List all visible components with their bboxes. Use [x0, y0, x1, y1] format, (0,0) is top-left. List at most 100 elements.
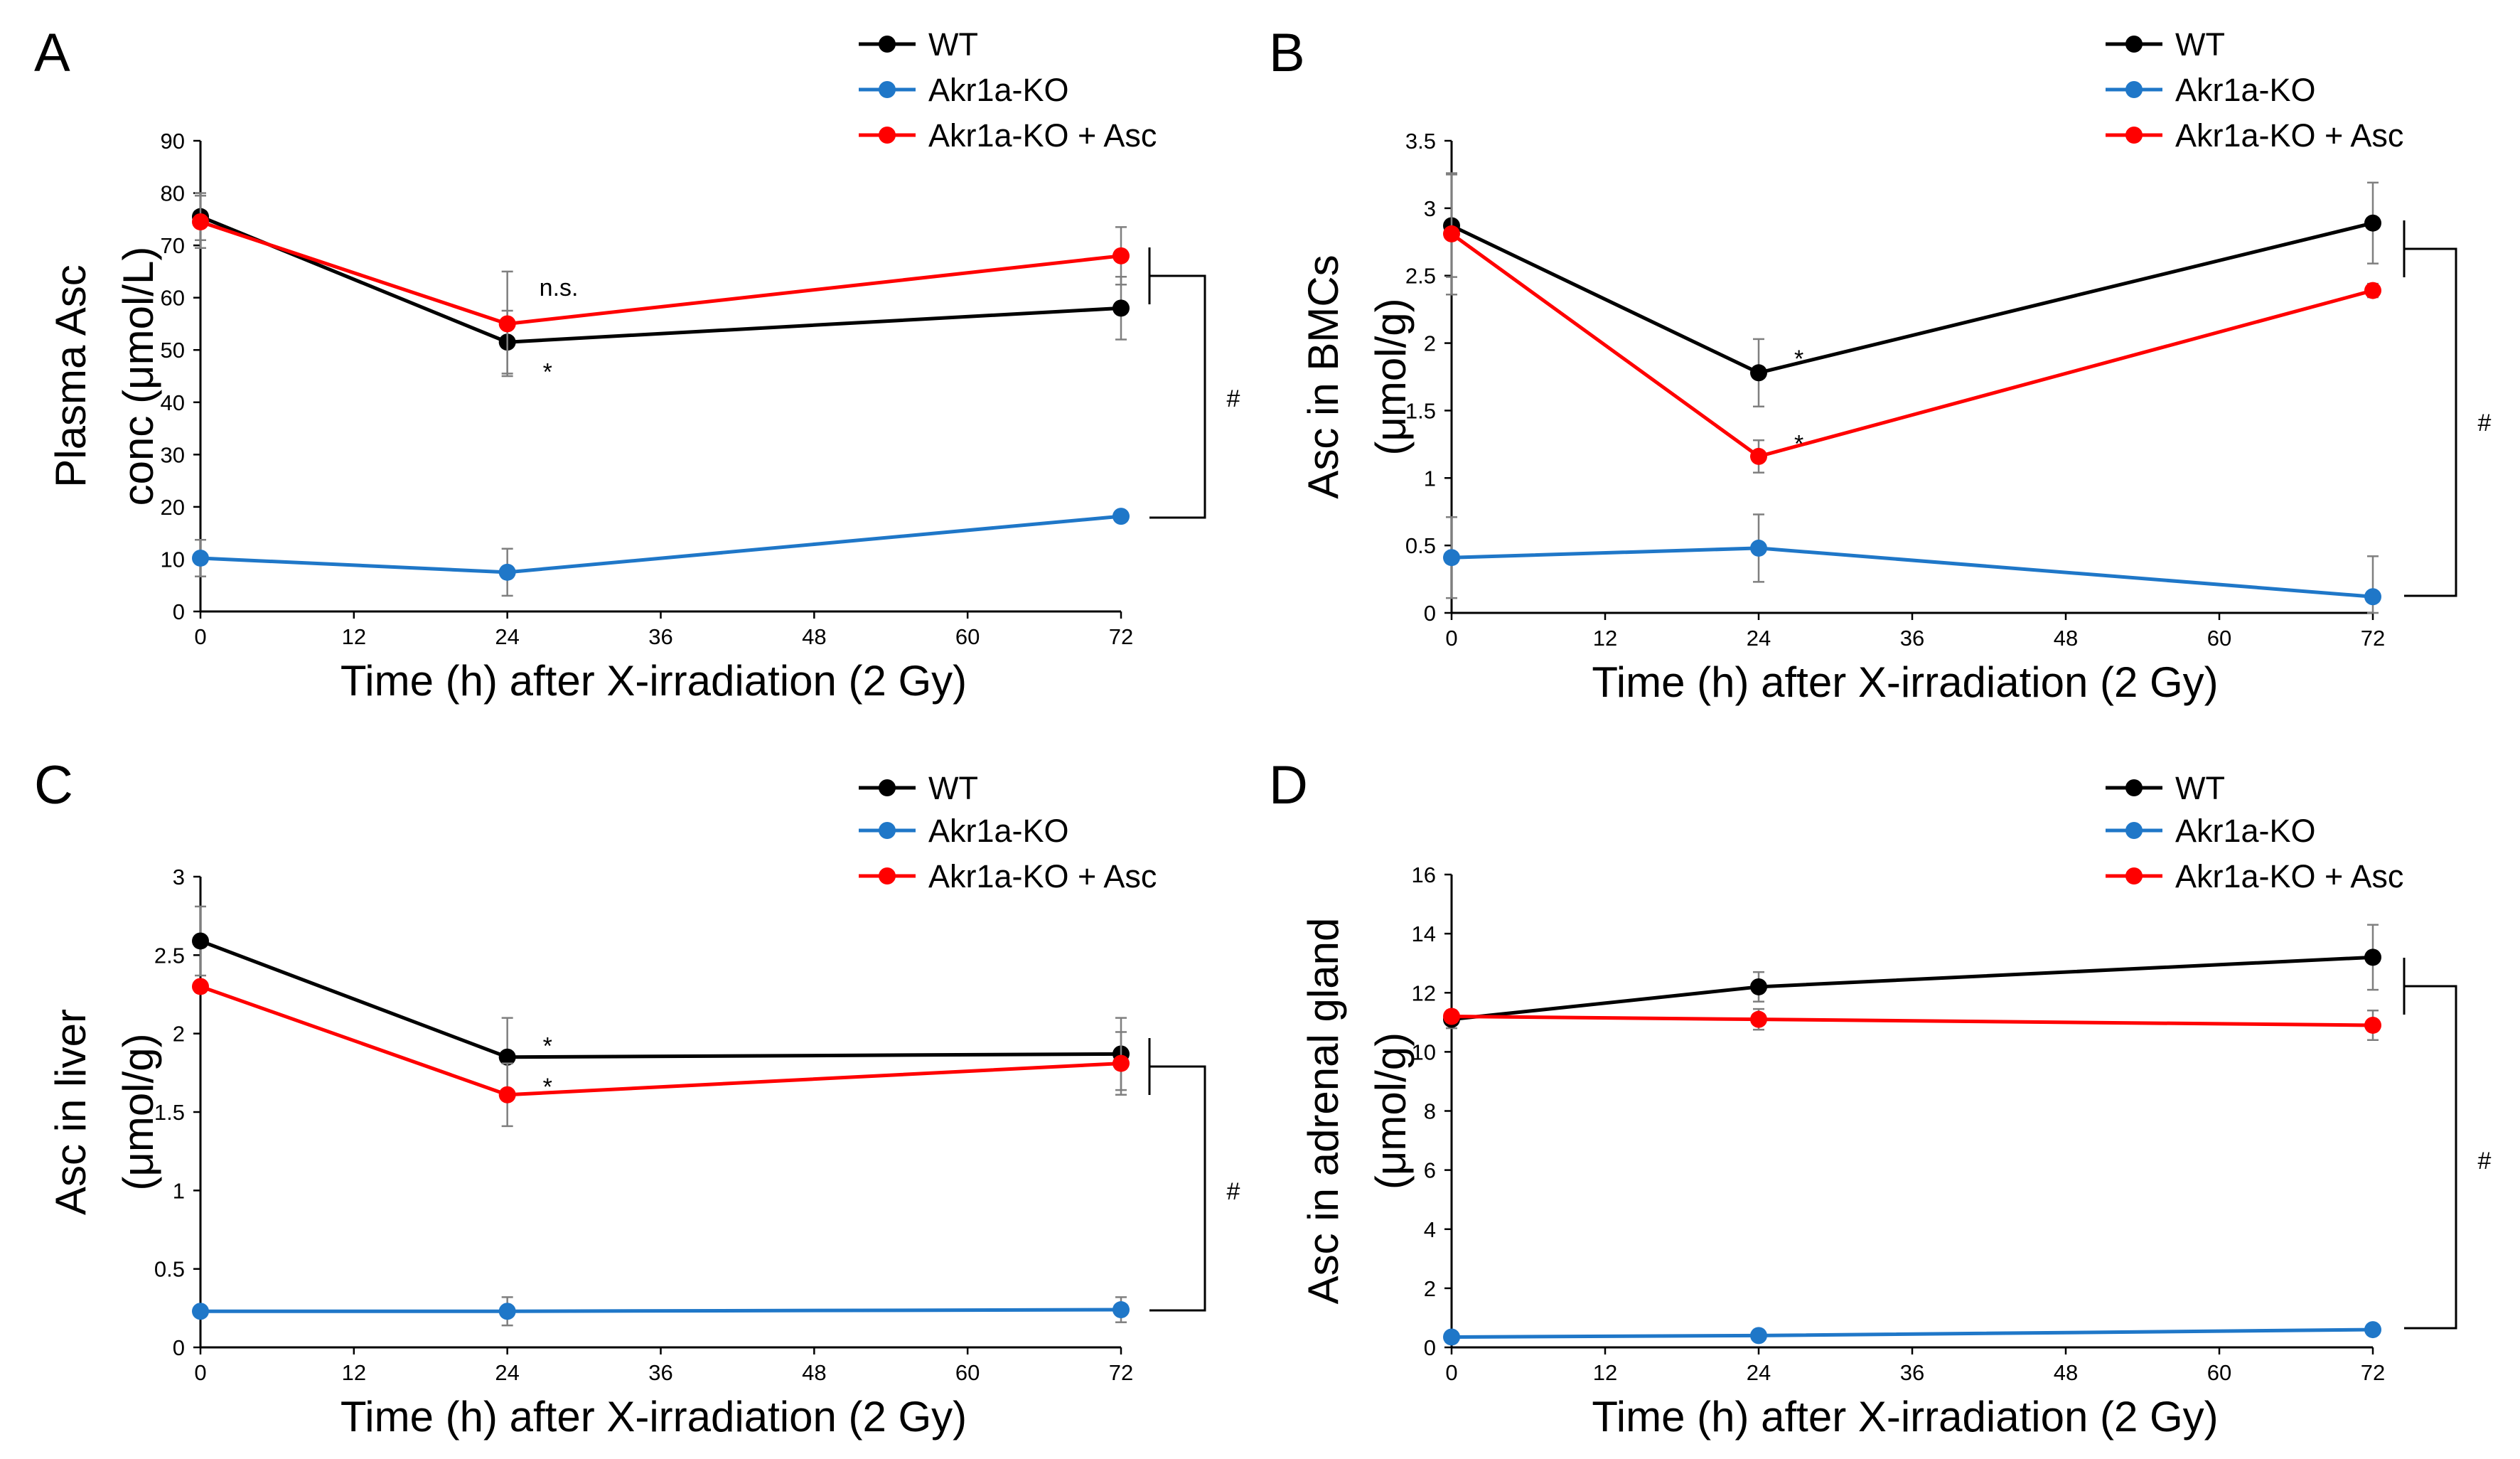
x-axis-title: Time (h) after X-irradiation (2 Gy): [1592, 1393, 2218, 1441]
panel-letter: C: [34, 755, 73, 816]
data-point: [2364, 948, 2381, 966]
data-point: [1112, 247, 1130, 264]
y-tick-label: 2.5: [1405, 264, 1436, 289]
data-point: [498, 563, 516, 581]
x-tick-label: 72: [2361, 626, 2385, 651]
x-tick-label: 24: [495, 624, 519, 649]
y-axis-title: Asc in adrenal gland: [1299, 918, 1347, 1305]
data-point: [1112, 1301, 1130, 1319]
x-tick-label: 12: [342, 624, 366, 649]
data-point: [1750, 1327, 1767, 1345]
y-tick-label: 60: [161, 286, 185, 311]
significance-star: *: [543, 1074, 552, 1101]
series-line: [1451, 1327, 2374, 1339]
y-tick-label: 40: [161, 390, 185, 415]
panel-letter: D: [1269, 755, 1308, 816]
series-line: [200, 514, 1122, 574]
data-point: [1750, 539, 1767, 557]
y-tick-label: 0.5: [1405, 533, 1436, 558]
x-tick-label: 60: [955, 624, 980, 649]
data-point: [1750, 364, 1767, 382]
series-akr1a-ko: [192, 508, 1130, 597]
x-tick-label: 0: [194, 1360, 206, 1385]
series-akr1a-ko: [1443, 1321, 2381, 1346]
data-point: [2364, 1016, 2381, 1034]
data-point: [2364, 588, 2381, 606]
series-akr1a-ko-asc: [1443, 172, 2381, 474]
legend: WT Akr1a-KO Akr1a-KO + Asc: [2106, 26, 2403, 154]
y-tick-label: 3: [173, 865, 185, 889]
data-point: [192, 978, 209, 995]
x-axis-title: Time (h) after X-irradiation (2 Gy): [1592, 658, 2218, 706]
significance-star: *: [543, 358, 552, 385]
series-akr1a-ko-asc: [192, 194, 1130, 378]
series-line: [200, 985, 1122, 1097]
y-tick-label: 1.5: [1405, 398, 1436, 423]
y-tick-label: 0: [173, 599, 185, 624]
y-axis-title: Plasma Asc: [47, 264, 95, 487]
legend: WT Akr1a-KO Akr1a-KO + Asc: [859, 770, 1157, 894]
x-tick-label: 48: [802, 624, 826, 649]
bracket-line: [1149, 274, 1206, 519]
series-line: [1451, 1015, 2374, 1027]
data-point: [1443, 1328, 1460, 1346]
series-line: [1450, 221, 2374, 375]
data-point: [192, 932, 209, 950]
series-wt: [192, 905, 1130, 1098]
data-point: [1112, 299, 1130, 317]
legend-label: WT: [928, 770, 978, 806]
chart-panel-b: B 0 0.5 1 1.5 2 2.5 3 3.5 0 12 24 36 48 60 72 Time (h) a…: [1269, 23, 2492, 706]
series-akr1a-ko-asc: [192, 978, 1130, 1128]
significance-star: *: [1794, 346, 1803, 373]
data-point: [1112, 508, 1130, 525]
bracket-label: #: [1227, 1178, 1240, 1205]
x-axis-title: Time (h) after X-irradiation (2 Gy): [341, 1393, 967, 1441]
legend-marker: [879, 36, 896, 53]
y-tick-label: 4: [1424, 1217, 1436, 1242]
x-tick-label: 12: [1593, 626, 1617, 651]
data-point: [2364, 1321, 2381, 1339]
legend-label: Akr1a-KO + Asc: [928, 858, 1157, 894]
y-axis-title: (μmol/g): [1367, 298, 1415, 455]
x-tick-label: 0: [1445, 626, 1457, 651]
x-tick-label: 12: [342, 1360, 366, 1385]
x-tick-label: 0: [1445, 1360, 1457, 1385]
y-tick-label: 20: [161, 495, 185, 520]
x-tick-label: 72: [2361, 1360, 2385, 1385]
data-point: [1443, 549, 1460, 567]
legend-marker: [2125, 127, 2143, 144]
series-line: [200, 1308, 1122, 1313]
significance-bracket: #: [2403, 958, 2492, 1330]
legend-marker: [2125, 822, 2143, 839]
y-axis-title: Asc in liver: [47, 1009, 95, 1215]
data-point: [192, 1303, 209, 1320]
legend-marker: [2125, 867, 2143, 885]
y-tick-label: 90: [161, 129, 185, 154]
data-point: [1112, 1054, 1130, 1072]
legend-marker: [879, 779, 896, 796]
bracket-label: #: [1227, 385, 1240, 412]
bracket-line: [2404, 247, 2457, 597]
x-tick-label: 72: [1109, 624, 1133, 649]
chart-panel-c: C 0 0.5 1 1.5 2 2.5 3 0 12 24 36 48 60 72 Time (h) afte…: [34, 755, 1240, 1441]
legend-marker: [879, 81, 896, 98]
data-point: [2364, 282, 2381, 299]
y-tick-label: 3: [1424, 196, 1436, 221]
data-point: [192, 549, 209, 567]
legend-marker: [2125, 81, 2143, 98]
x-tick-label: 72: [1109, 1360, 1133, 1385]
data-point: [1443, 225, 1460, 242]
y-tick-label: 70: [161, 233, 185, 258]
legend-label: Akr1a-KO: [2175, 813, 2316, 849]
series-line: [1451, 955, 2374, 1022]
legend-label: Akr1a-KO + Asc: [2175, 858, 2403, 894]
y-tick-label: 3.5: [1405, 129, 1436, 154]
legend-marker: [2125, 36, 2143, 53]
significance-bracket: #: [1148, 1038, 1240, 1312]
legend-marker: [879, 822, 896, 839]
chart-panel-a: A 0 10 20 30 40 50 60 70 80 90 0 12 24 36 48 60 72 Time (h…: [34, 23, 1240, 705]
y-tick-label: 30: [161, 442, 185, 467]
legend-label: Akr1a-KO: [2175, 72, 2316, 108]
y-tick-label: 50: [161, 338, 185, 363]
